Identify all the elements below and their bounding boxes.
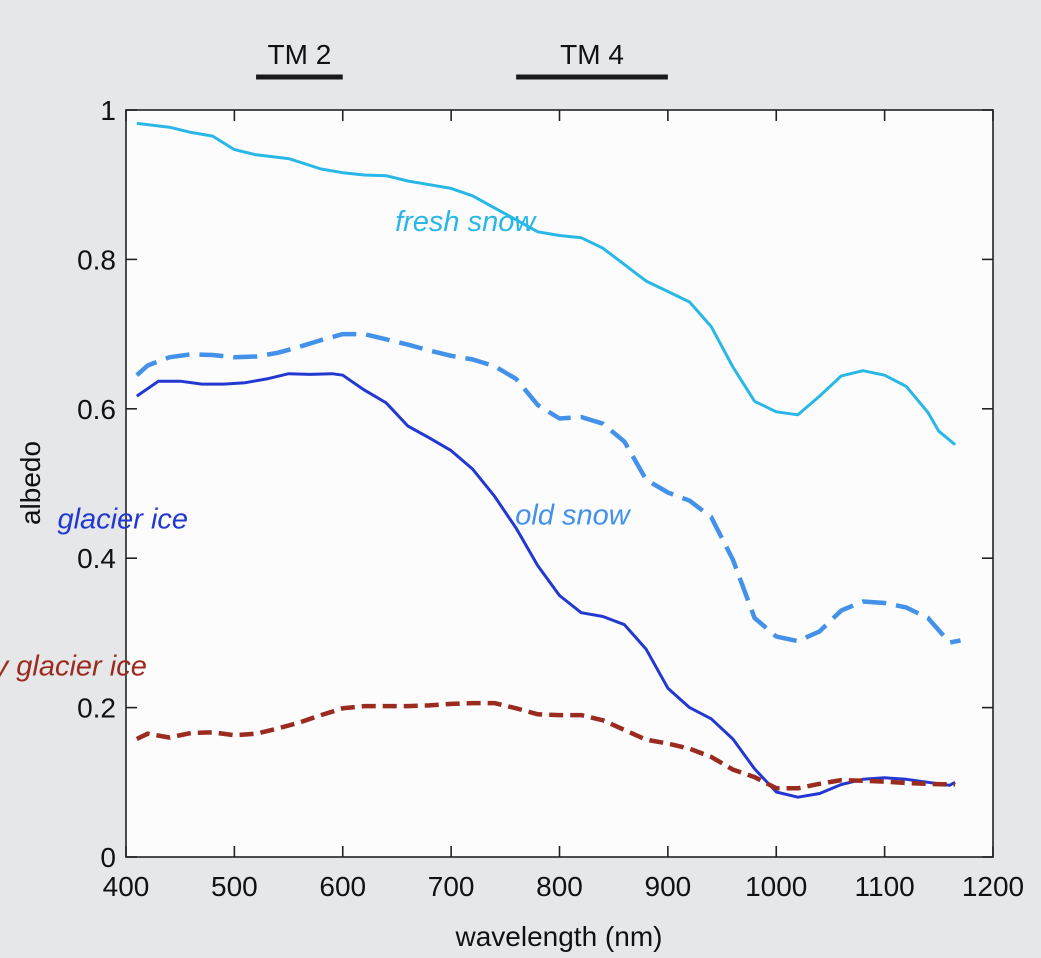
series-label-glacier-ice: glacier ice (57, 503, 188, 535)
y-tick-label: 0.6 (77, 394, 116, 425)
y-tick-label: 0.2 (77, 693, 116, 724)
x-tick-label: 500 (211, 871, 258, 902)
x-tick-label: 800 (536, 871, 583, 902)
series-label-dirty-glacier-ice: dirty glacier ice (0, 650, 147, 682)
series-labels: fresh snow old snow glacier ice dirty glaci… (0, 206, 632, 682)
x-tick-label: 700 (428, 871, 475, 902)
y-tick-label: 0 (100, 842, 116, 873)
x-tick-label: 1200 (962, 871, 1024, 902)
x-tick-label: 400 (103, 871, 150, 902)
series-line-old-snow (135, 331, 961, 645)
series-line-dirty-glacier-ice (135, 700, 956, 791)
y-tick-label: 0.4 (77, 543, 116, 574)
y-tick-label: 0.8 (77, 244, 116, 275)
series-label-fresh-snow: fresh snow (395, 206, 537, 238)
axes: 400 500 600 700 800 900 1000 1100 1200 0 0.2 0.4 0.6… (77, 95, 1024, 902)
series-group (135, 121, 961, 799)
x-tick-label: 1100 (855, 871, 915, 902)
x-tick-label: 900 (645, 871, 692, 902)
band-markers: TM 2 TM 4 (256, 39, 668, 80)
series-line-glacier-ice (135, 372, 956, 799)
series-label-old-snow: old snow (515, 500, 632, 532)
plot-area (125, 109, 994, 858)
y-tick-label: 1 (100, 95, 116, 126)
band-label-tm-2: TM 2 (268, 39, 332, 70)
series-line-fresh-snow (136, 121, 957, 446)
x-axis-title: wavelength (nm) (455, 921, 663, 952)
x-tick-label: 1000 (745, 871, 807, 902)
band-label-tm-4: TM 4 (560, 39, 624, 70)
x-tick-label: 600 (319, 871, 366, 902)
y-axis-title: albedo (15, 441, 46, 525)
